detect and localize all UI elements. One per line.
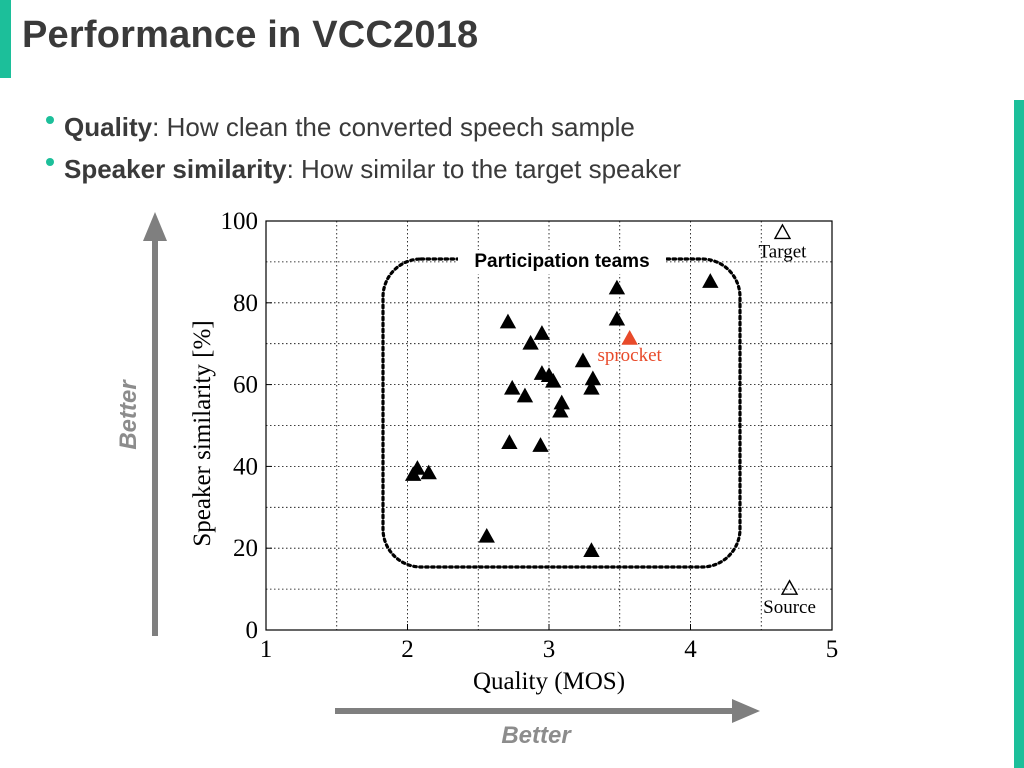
x-better-arrow: Better — [335, 699, 760, 749]
y-tick-label: 0 — [246, 617, 259, 644]
slide-title: Performance in VCC2018 — [22, 14, 479, 56]
team-point — [552, 402, 569, 418]
x-tick-label: 1 — [260, 636, 273, 663]
team-point — [545, 372, 562, 388]
team-point — [516, 387, 534, 403]
participation-region: Participation teams — [381, 250, 742, 569]
y-tick-label: 80 — [233, 290, 258, 317]
bullet-term: Quality — [64, 112, 153, 142]
region-label: Participation teams — [474, 251, 649, 272]
y-tick-label: 100 — [221, 208, 259, 235]
sprocket-label: sprocket — [597, 345, 662, 366]
team-point — [501, 434, 518, 450]
y-better-arrow: Better — [115, 212, 167, 636]
x-tick-label: 4 — [684, 636, 697, 663]
team-point — [420, 464, 437, 480]
right-accent-bar — [1014, 100, 1024, 768]
x-tick-label: 2 — [401, 636, 414, 663]
bullet-dot-icon — [46, 158, 54, 166]
team-point — [584, 370, 602, 386]
x-tick-label: 5 — [826, 636, 839, 663]
sprocket-point — [621, 330, 638, 345]
x-arrow-label: Better — [501, 722, 572, 749]
x-arrow-head-icon — [732, 699, 760, 723]
bullet-dot-icon — [46, 116, 54, 124]
team-point — [583, 379, 600, 395]
team-point — [478, 527, 495, 543]
source-label: Source — [763, 597, 816, 618]
bullet-similarity: Speaker similarity: How similar to the t… — [44, 150, 681, 192]
source-point — [780, 579, 799, 595]
target-point — [773, 223, 792, 240]
team-point — [702, 273, 719, 288]
y-tick-label: 40 — [233, 453, 258, 480]
y-arrow-head-icon — [143, 212, 167, 241]
bullet-term: Speaker similarity — [64, 154, 287, 184]
bullet-quality: Quality: How clean the converted speech … — [44, 108, 681, 150]
team-point — [574, 352, 592, 368]
y-tick-label: 60 — [233, 372, 258, 399]
axis-ticks: 1 2 3 4 5 0 20 40 60 80 100 — [221, 208, 839, 663]
y-axis-label: Speaker similarity [%] — [189, 320, 216, 546]
x-axis-label: Quality (MOS) — [473, 668, 625, 695]
y-arrow-label: Better — [115, 379, 142, 450]
bullet-text: : How clean the converted speech sample — [152, 112, 635, 142]
left-accent-bar — [0, 0, 11, 78]
bullet-list: Quality: How clean the converted speech … — [44, 108, 681, 192]
team-point — [409, 460, 426, 475]
team-point — [553, 394, 570, 410]
y-tick-label: 20 — [233, 535, 258, 562]
team-point — [504, 379, 521, 395]
region-label-background — [458, 250, 666, 274]
team-point — [532, 437, 549, 452]
team-point — [533, 325, 551, 340]
team-point — [608, 279, 626, 295]
team-point — [522, 334, 539, 350]
x-tick-label: 3 — [543, 636, 556, 663]
data-points: sprocket Target Source — [404, 223, 816, 618]
team-point — [608, 310, 626, 326]
grid-lines — [266, 221, 832, 630]
team-point — [583, 542, 600, 558]
bullet-text: : How similar to the target speaker — [286, 154, 682, 184]
target-label: Target — [759, 241, 808, 262]
team-point — [499, 313, 517, 329]
